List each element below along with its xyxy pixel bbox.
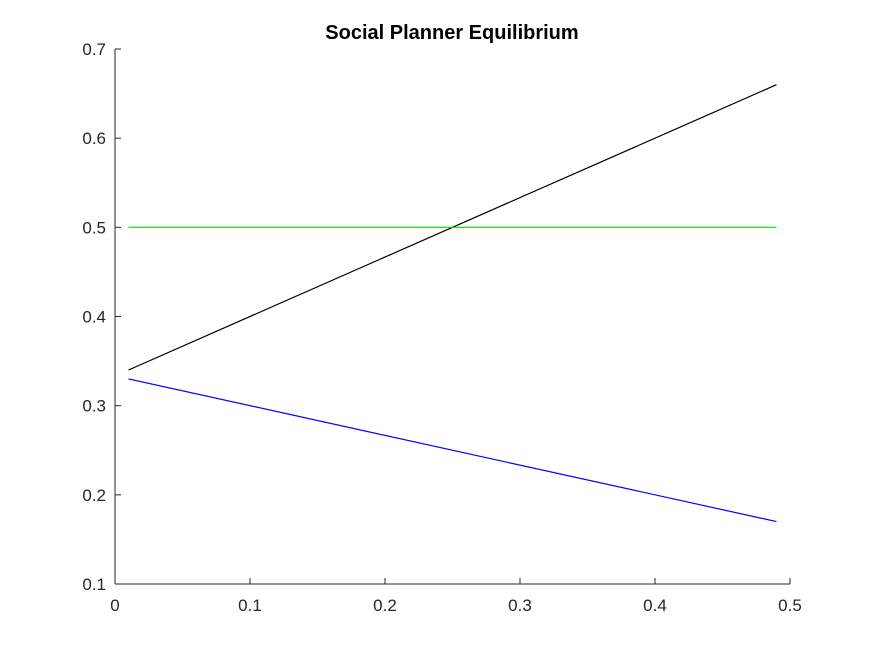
x-tick-label: 0.2 [373,596,397,615]
x-tick-label: 0 [110,596,119,615]
y-tick-label: 0.6 [82,129,106,148]
x-tick-label: 0.1 [238,596,262,615]
y-tick-label: 0.7 [82,40,106,59]
y-tick-label: 0.4 [82,308,106,327]
y-tick-label: 0.2 [82,486,106,505]
chart-title: Social Planner Equilibrium [325,22,578,44]
series-line-3 [128,378,777,523]
x-tick-label: 0.5 [778,596,802,615]
x-tick-label: 0.4 [643,596,667,615]
axes-layer: 0 0.1 0.2 0.3 0.4 0.50.10.20.30.40.50.60.7 [82,40,801,615]
y-tick-label: 0.5 [82,218,106,237]
series-layer [128,84,777,523]
y-tick-label: 0.1 [82,575,106,594]
x-tick-label: 0.3 [508,596,532,615]
y-tick-label: 0.3 [82,397,106,416]
